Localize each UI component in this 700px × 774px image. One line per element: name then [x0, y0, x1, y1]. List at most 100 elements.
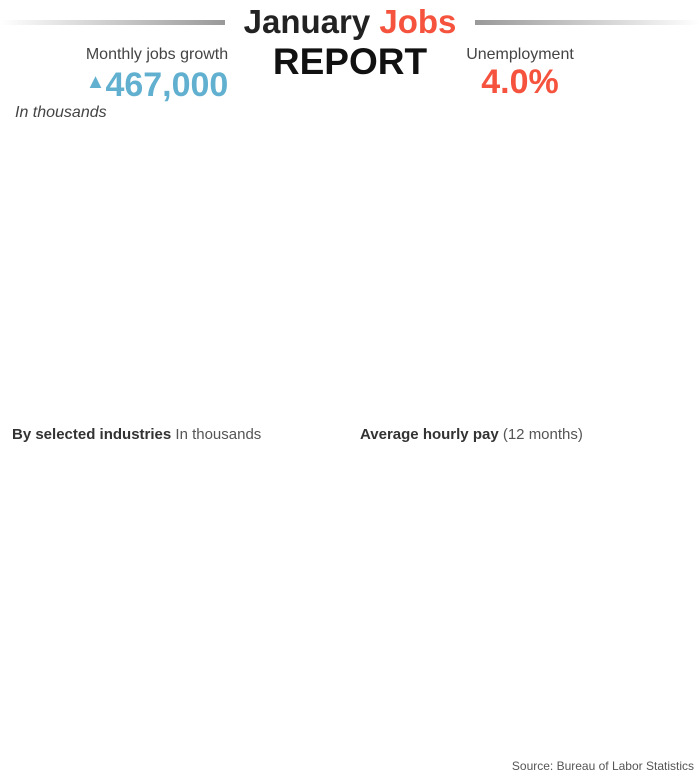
industries-chart-title: By selected industries In thousands — [12, 426, 261, 443]
jobs-bar — [234, 149, 241, 152]
industry-label: Construction — [12, 470, 85, 485]
industry-bar — [34, 670, 195, 679]
pay-recession-label: COVID-19 — [546, 457, 620, 474]
industry-value: -4 — [102, 448, 113, 462]
jobs-bar — [251, 146, 257, 152]
unemployment-x-tick: '20 — [494, 397, 512, 413]
pay-y-tick: 6 — [672, 555, 680, 571]
industry-bar — [34, 578, 136, 586]
up-arrow-icon: ▲ — [85, 71, 106, 93]
industry-bar — [34, 717, 317, 726]
industry-bar — [34, 508, 59, 517]
pay-callout-pointer — [661, 549, 669, 567]
unemployment-recession-label: recession — [551, 348, 620, 365]
jobs-bar — [160, 135, 166, 152]
unemployment-y-tick: 3 — [671, 384, 679, 400]
unemployment-value: 4.0% — [481, 63, 559, 101]
pay-recession-shade — [471, 447, 666, 737]
jobs-bar — [69, 150, 75, 152]
unemployment-y-tick: 9 — [671, 239, 679, 255]
industry-label: Utilities — [12, 586, 54, 601]
jobs-bar — [176, 145, 183, 152]
industry-value: 16.4 — [79, 518, 103, 532]
jobs-recession-shade — [125, 97, 316, 392]
unemployment-callout-box — [632, 314, 672, 332]
jobs-y-tick: -20 — [336, 336, 356, 352]
jobs-bar — [19, 152, 26, 154]
unemployment-recession-shade — [477, 97, 665, 392]
jobs-bar — [60, 150, 67, 152]
industry-value: 23 — [90, 726, 104, 740]
jobs-bar — [102, 150, 109, 152]
industry-bar — [34, 554, 149, 563]
jobs-recession-label: recession — [203, 346, 272, 363]
pay-x-tick: '19 — [401, 741, 419, 757]
jobs-callout-box — [289, 94, 317, 112]
industry-value: 151 — [319, 703, 339, 717]
title-rule-left — [0, 20, 225, 25]
pay-y-tick: 4 — [672, 613, 680, 629]
unemployment-x-tick: '19 — [399, 397, 417, 413]
industry-bar — [34, 531, 65, 540]
jobs-growth-value: ▲467,000 — [57, 64, 257, 103]
industry-label: Information — [12, 609, 77, 624]
jobs-bar — [259, 145, 266, 152]
jobs-bar — [118, 149, 125, 152]
jobs-bar — [11, 149, 18, 152]
industry-label: Transportation/warehousing — [12, 563, 173, 578]
industry-bar — [34, 694, 89, 702]
industry-label: Manufacturing — [12, 493, 94, 508]
jobs-bar — [267, 147, 274, 152]
jobs-callout-label: 467 — [292, 96, 314, 111]
pay-x-tick: '20 — [496, 741, 514, 757]
jobs-callout-pointer — [305, 112, 313, 150]
industry-label: Mining/logging — [12, 447, 96, 462]
industry-value: 9 — [70, 634, 77, 648]
industries-subtitle: In thousands — [175, 426, 262, 443]
unemployment-x-tick: '21 — [594, 397, 612, 413]
industry-value: 54.2 — [179, 564, 203, 578]
industry-value: -5 — [91, 471, 102, 485]
jobs-growth-number: 467,000 — [105, 66, 229, 104]
jobs-bar — [151, 105, 158, 152]
industry-label: Leisure and hospitality — [12, 702, 142, 717]
pay-x-tick: '21 — [596, 741, 614, 757]
jobs-bar — [93, 149, 100, 152]
jobs-bar — [242, 147, 249, 152]
jobs-y-tick: -5 — [336, 192, 349, 208]
industry-value: 0.1 — [60, 587, 77, 601]
jobs-bar — [135, 152, 142, 349]
industry-bar — [34, 740, 78, 749]
jobs-bar — [52, 150, 59, 152]
jobs-growth-label: Monthly jobs growth — [85, 46, 229, 63]
industry-value: 29 — [127, 680, 141, 694]
industries-title: By selected industries — [12, 426, 172, 443]
jobs-y-tick: 5 — [336, 96, 344, 112]
jobs-y-tick: -25 — [336, 384, 356, 400]
industry-bar — [24, 485, 34, 494]
industry-bar — [34, 624, 68, 633]
industry-label: Government — [12, 725, 84, 740]
jobs-bar — [36, 150, 42, 152]
industry-label: Retail trade — [12, 540, 78, 555]
pay-recession-label: recession — [549, 478, 618, 495]
jobs-recession-label: COVID-19 — [200, 325, 274, 342]
title-part2: Jobs — [379, 3, 457, 40]
unemployment-y-tick: 12 — [671, 166, 687, 182]
jobs-bar — [44, 151, 51, 153]
industry-label: Financial — [12, 633, 64, 648]
jobs-x-tick: '21 — [248, 397, 266, 413]
industry-bar — [26, 462, 34, 470]
unemployment-callout-label: 4.0% — [637, 316, 667, 331]
industry-value: 13 — [100, 494, 114, 508]
industry-label: Professional/business — [12, 656, 139, 671]
pay-y-tick: 8 — [672, 497, 680, 513]
jobs-bar — [143, 124, 150, 152]
industry-label: Education & health — [12, 679, 121, 694]
unemployment-line-end — [652, 366, 662, 372]
pay-y-tick: 10% — [672, 439, 700, 455]
industry-value: 86 — [198, 657, 212, 671]
jobs-bar — [168, 136, 175, 152]
jobs-bar — [284, 145, 290, 152]
jobs-bar — [275, 147, 282, 152]
